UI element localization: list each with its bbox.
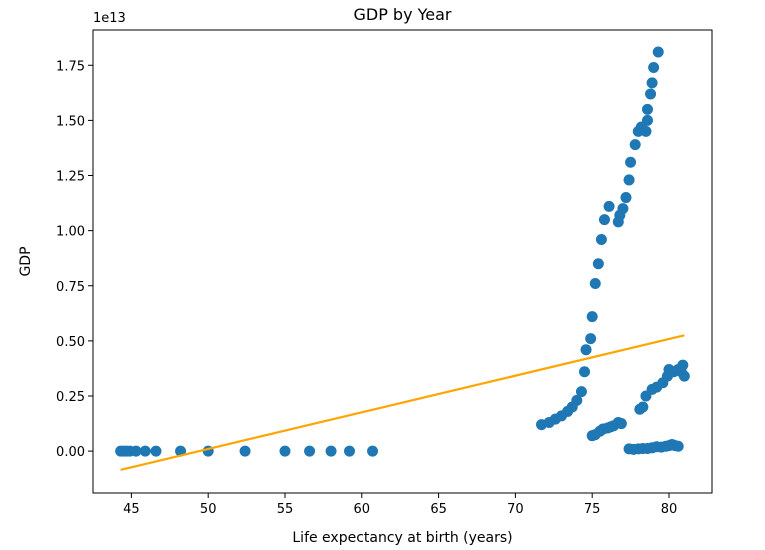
data-point — [648, 61, 660, 73]
data-point — [678, 370, 690, 382]
y-tick-label: 1.75 — [56, 59, 85, 74]
data-point — [279, 445, 291, 457]
data-point — [603, 200, 615, 212]
y-tick-label: 0.75 — [56, 280, 85, 295]
points-layer — [115, 46, 690, 457]
chart-title: GDP by Year — [353, 5, 451, 24]
x-tick-label: 55 — [277, 502, 294, 517]
x-tick-label: 65 — [430, 502, 447, 517]
data-point — [641, 103, 653, 115]
data-point — [598, 214, 610, 226]
data-point — [641, 114, 653, 126]
x-tick-label: 50 — [200, 502, 217, 517]
y-tick-label: 0.00 — [56, 445, 85, 460]
data-point — [579, 366, 591, 378]
data-point — [646, 77, 658, 89]
data-point — [325, 445, 337, 457]
x-axis-label: Life expectancy at birth (years) — [292, 530, 512, 546]
data-point — [652, 46, 664, 58]
data-point — [629, 139, 641, 151]
data-point — [672, 440, 684, 452]
data-point — [592, 258, 604, 270]
data-point — [575, 386, 587, 398]
data-point — [645, 88, 657, 100]
data-point — [344, 445, 356, 457]
data-point — [615, 418, 627, 430]
data-point — [620, 192, 632, 204]
data-point — [130, 445, 142, 457]
data-point — [304, 445, 316, 457]
data-point — [150, 445, 162, 457]
data-point — [580, 344, 592, 356]
y-tick-label: 1.25 — [56, 170, 85, 185]
x-tick-label: 60 — [354, 502, 371, 517]
x-tick-label: 70 — [507, 502, 524, 517]
data-point — [637, 401, 649, 413]
data-point — [623, 174, 635, 186]
data-point — [571, 394, 583, 406]
data-point — [677, 359, 689, 371]
y-tick-label: 1.00 — [56, 225, 85, 240]
x-tick-label: 75 — [584, 502, 601, 517]
data-point — [586, 311, 598, 323]
x-tick-label: 80 — [661, 502, 678, 517]
plot-frame — [92, 29, 713, 494]
ticks-layer: 45 50 55 60 65 70 75 80 0.00 0.25 0.50 0.75 1.00 1.25… — [56, 59, 677, 517]
y-offset-label-group: 1e13 — [93, 11, 126, 26]
y-tick-label: 0.25 — [56, 390, 85, 405]
data-point — [585, 333, 597, 345]
data-point — [617, 203, 629, 215]
x-tick-label: 45 — [123, 502, 140, 517]
trend-layer — [120, 334, 685, 471]
y-offset-label: 1e13 — [93, 11, 126, 26]
y-tick-label: 0.50 — [56, 335, 85, 350]
data-point — [589, 278, 601, 290]
y-axis-label: GDP — [18, 246, 34, 276]
trend-line — [120, 334, 685, 471]
data-point — [367, 445, 379, 457]
data-point — [640, 125, 652, 137]
data-point — [625, 156, 637, 168]
data-point — [139, 445, 151, 457]
data-point — [239, 445, 251, 457]
y-tick-label: 1.50 — [56, 114, 85, 129]
data-point — [595, 233, 607, 245]
